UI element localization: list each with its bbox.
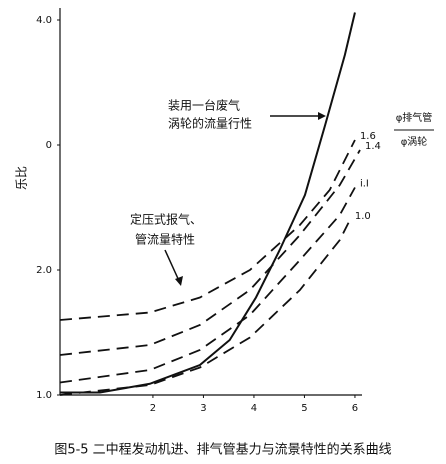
x-tick-label: 2 — [150, 403, 156, 414]
series-label: 1.6 — [360, 131, 376, 142]
series-line — [59, 149, 361, 356]
annotation: 定压式报气、 — [130, 212, 202, 227]
y-tick-label: 2.0 — [36, 265, 52, 276]
annotation: 涡轮的流量行性 — [168, 116, 252, 131]
series-line — [59, 219, 351, 396]
ratio-numerator: φ排气管 — [396, 111, 433, 124]
y-tick-label: 4.0 — [36, 15, 52, 26]
annotation: 装用一台废气 — [168, 98, 240, 113]
annotation: 管流量特性 — [135, 232, 195, 247]
y-tick-label: 0 — [46, 140, 52, 151]
caption: 图5-5 二中程发动机进、排气管基力与流景特性的关系曲线 — [54, 442, 391, 458]
x-tick-label: 6 — [352, 403, 358, 414]
series-label: i.I — [360, 179, 369, 190]
ratio-denominator: φ涡轮 — [401, 135, 428, 148]
series-line — [60, 12, 356, 394]
arrow-head — [175, 276, 183, 286]
series-label: 1.4 — [365, 141, 381, 152]
series-line — [59, 187, 356, 384]
x-tick-label: 4 — [251, 403, 257, 414]
arrow — [164, 249, 181, 284]
y-axis-label: 乐比 — [15, 166, 29, 190]
y-tick-label: 1.0 — [36, 390, 52, 401]
series-label: 1.0 — [355, 211, 371, 222]
arrow-head — [318, 112, 326, 120]
x-tick-label: 3 — [200, 403, 206, 414]
x-tick-label: 5 — [301, 403, 307, 414]
series-line — [59, 139, 356, 321]
